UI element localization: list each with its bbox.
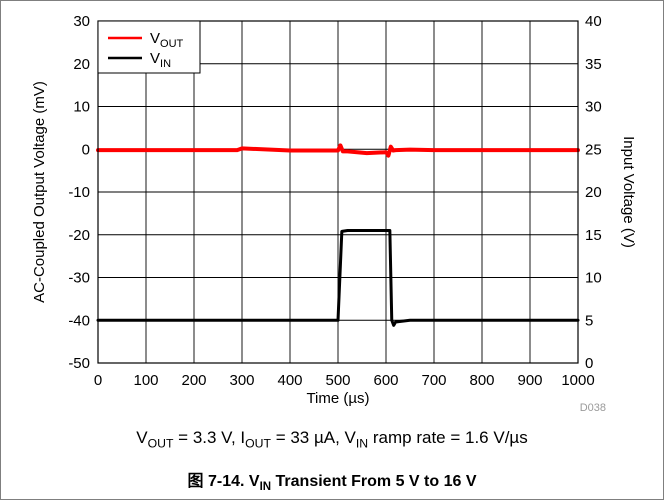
y-tick-label: 10 bbox=[73, 99, 90, 116]
x-tick-label: 200 bbox=[181, 372, 206, 389]
figure-code: D038 bbox=[580, 402, 606, 414]
cond-vin-sub: IN bbox=[355, 436, 369, 451]
right-axis-ticks: 0 5 10 15 20 25 30 35 40 bbox=[585, 13, 602, 372]
cond-iout-sub: OUT bbox=[245, 436, 271, 451]
x-axis-ticks: 0 100 200 300 400 500 600 700 800 900 1000 bbox=[94, 372, 595, 389]
y2-tick-label: 25 bbox=[585, 141, 602, 158]
y2-tick-label: 30 bbox=[585, 99, 602, 116]
legend-label-vin: VIN bbox=[150, 50, 171, 70]
y2-tick-label: 35 bbox=[585, 56, 602, 73]
y2-tick-label: 5 bbox=[585, 312, 593, 329]
y2-tick-label: 20 bbox=[585, 184, 602, 201]
y-tick-label: -50 bbox=[68, 355, 90, 372]
plot-border bbox=[97, 20, 579, 364]
legend-label-vout-main: V bbox=[150, 30, 160, 47]
legend: VOUT VIN bbox=[97, 20, 201, 74]
y-tick-label: -40 bbox=[68, 312, 90, 329]
x-tick-label: 400 bbox=[277, 372, 302, 389]
right-axis-label: Input Voltage (V) bbox=[620, 136, 637, 248]
y2-tick-label: 10 bbox=[585, 270, 602, 287]
y-tick-label: -20 bbox=[68, 227, 90, 244]
test-conditions: VOUT = 3.3 V, IOUT = 33 µA, VIN ramp rat… bbox=[0, 428, 664, 451]
legend-label-vout: VOUT bbox=[150, 30, 184, 50]
legend-box bbox=[97, 20, 201, 74]
x-tick-label: 900 bbox=[517, 372, 542, 389]
legend-label-vout-sub: OUT bbox=[160, 38, 184, 50]
caption-sub: IN bbox=[259, 481, 272, 494]
y-tick-label: -10 bbox=[68, 184, 90, 201]
x-tick-label: 700 bbox=[421, 372, 446, 389]
y-tick-label: 20 bbox=[73, 56, 90, 73]
y2-tick-label: 40 bbox=[585, 13, 602, 30]
y2-tick-label: 15 bbox=[585, 227, 602, 244]
x-axis-label: Time (µs) bbox=[306, 390, 369, 407]
cond-vout-main: V bbox=[136, 428, 148, 447]
y-tick-label: 30 bbox=[73, 13, 90, 30]
cond-vout-rest: = 3.3 V, I bbox=[173, 428, 246, 447]
x-tick-label: 800 bbox=[469, 372, 494, 389]
y2-tick-label: 0 bbox=[585, 355, 593, 372]
plot-lines bbox=[96, 143, 580, 327]
figure-caption: 图 7-14. VIN Transient From 5 V to 16 V bbox=[0, 467, 664, 494]
left-axis-ticks: -50 -40 -30 -20 -10 0 10 20 30 bbox=[68, 13, 90, 372]
left-axis-label: AC-Coupled Output Voltage (mV) bbox=[31, 81, 48, 303]
x-tick-label: 1000 bbox=[561, 372, 594, 389]
y-tick-label: -30 bbox=[68, 270, 90, 287]
y-tick-label: 0 bbox=[82, 141, 90, 158]
caption-prefix: 图 7-14. V bbox=[187, 473, 260, 490]
x-tick-label: 0 bbox=[94, 372, 102, 389]
cond-iout-rest: = 33 µA, V bbox=[270, 428, 356, 447]
x-tick-label: 100 bbox=[133, 372, 158, 389]
caption-rest: Transient From 5 V to 16 V bbox=[271, 473, 477, 490]
x-tick-label: 600 bbox=[373, 372, 398, 389]
series-line-vout bbox=[96, 143, 580, 158]
legend-label-vin-main: V bbox=[150, 50, 160, 67]
x-tick-label: 500 bbox=[325, 372, 350, 389]
series-line-vin bbox=[96, 228, 580, 327]
cond-vin-rest: ramp rate = 1.6 V/µs bbox=[368, 428, 528, 447]
cond-vout-sub: OUT bbox=[147, 436, 174, 451]
x-tick-label: 300 bbox=[229, 372, 254, 389]
legend-label-vin-sub: IN bbox=[160, 58, 171, 70]
